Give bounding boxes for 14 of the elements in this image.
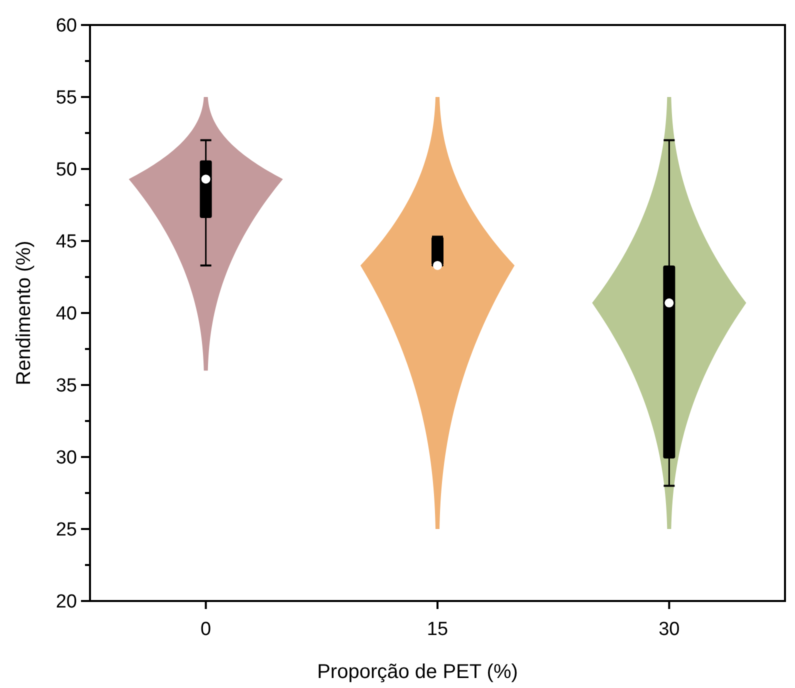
y-tick-label: 35 — [56, 376, 77, 397]
y-tick-label: 25 — [56, 520, 77, 541]
y-tick-label: 55 — [56, 88, 77, 109]
x-tick-label: 0 — [200, 619, 212, 640]
x-tick-label: 30 — [658, 619, 680, 640]
y-tick-label: 40 — [56, 304, 77, 325]
y-tick-label: 20 — [56, 592, 77, 613]
y-tick-label: 50 — [56, 160, 77, 181]
x-tick-label: 15 — [426, 619, 448, 640]
y-axis-title: Rendimento (%) — [13, 240, 35, 386]
y-tick-label: 30 — [56, 448, 77, 469]
y-tick-label: 60 — [56, 16, 77, 37]
x-axis-title: Proporção de PET (%) — [317, 661, 518, 683]
y-tick-label: 45 — [56, 232, 77, 253]
